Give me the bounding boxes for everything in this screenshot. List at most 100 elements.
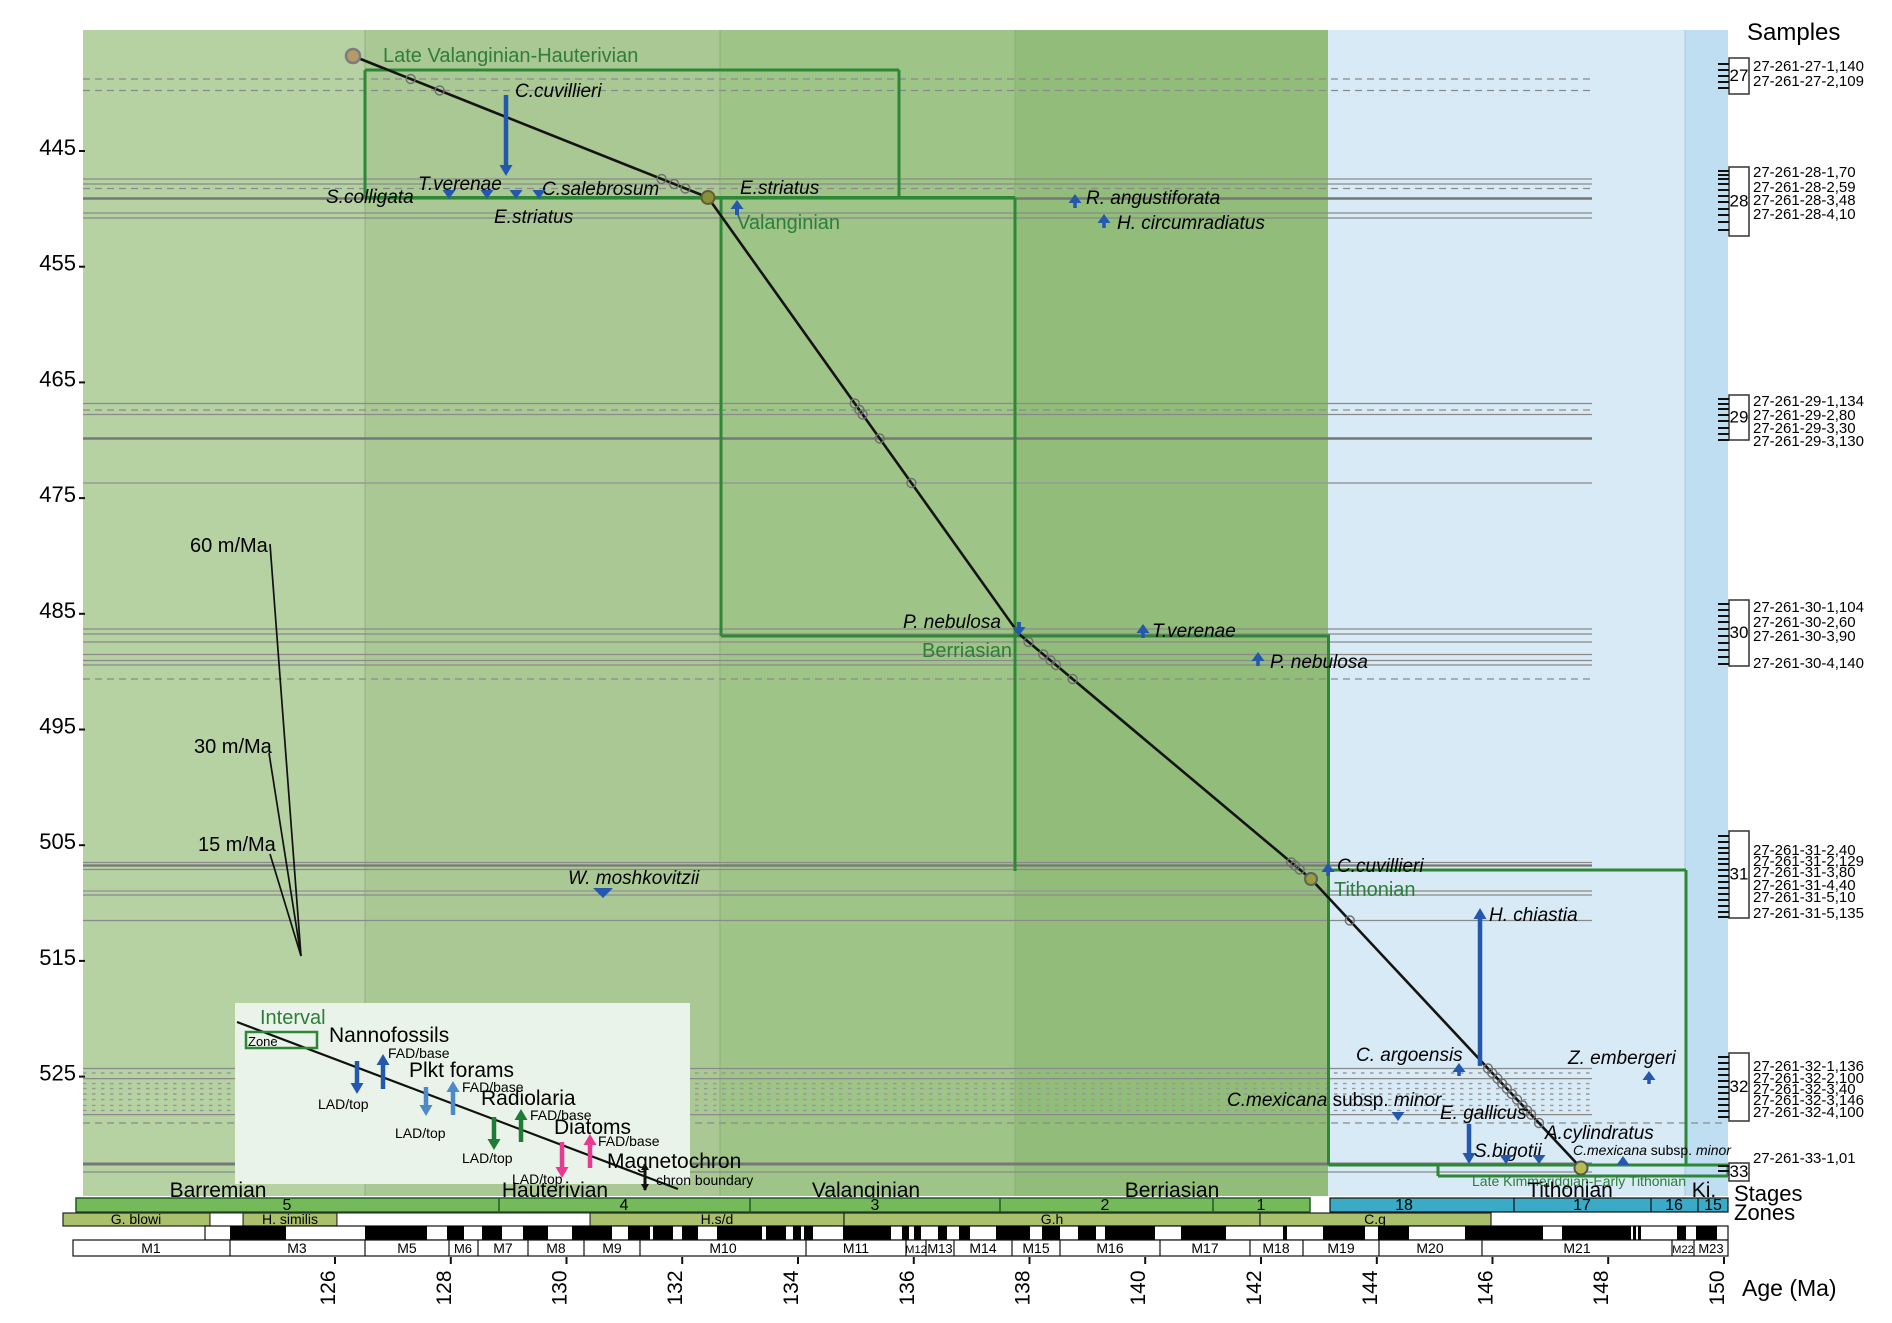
svg-text:27-261-27-1,140: 27-261-27-1,140: [1753, 58, 1864, 75]
svg-text:27-261-32-3,40: 27-261-32-3,40: [1753, 1081, 1856, 1098]
svg-text:chron boundary: chron boundary: [656, 1172, 753, 1188]
svg-text:M20: M20: [1416, 1240, 1443, 1256]
svg-text:M5: M5: [397, 1240, 417, 1256]
svg-text:Stages: Stages: [1734, 1181, 1803, 1206]
svg-text:27-261-32-3,146: 27-261-32-3,146: [1753, 1092, 1864, 1109]
svg-text:LAD/top: LAD/top: [395, 1125, 446, 1141]
svg-text:Radiolaria: Radiolaria: [481, 1087, 576, 1110]
svg-text:138: 138: [1012, 1270, 1035, 1305]
svg-text:R. angustiforata: R. angustiforata: [1086, 188, 1220, 209]
svg-text:27-261-31-5,135: 27-261-31-5,135: [1753, 905, 1864, 922]
svg-text:C.cuvillieri: C.cuvillieri: [1337, 856, 1424, 877]
svg-text:Diatoms: Diatoms: [554, 1116, 631, 1139]
svg-text:27-261-30-3,90: 27-261-30-3,90: [1753, 628, 1856, 645]
svg-text:C.g: C.g: [1364, 1211, 1386, 1227]
svg-text:H. chiastia: H. chiastia: [1489, 905, 1578, 926]
svg-text:27-261-32-2,100: 27-261-32-2,100: [1753, 1070, 1864, 1087]
svg-text:M16: M16: [1096, 1240, 1123, 1256]
svg-text:27-261-30-1,104: 27-261-30-1,104: [1753, 599, 1864, 616]
svg-text:T.verenae: T.verenae: [418, 174, 502, 195]
svg-text:Plkt forams: Plkt forams: [409, 1059, 514, 1082]
svg-text:C. argoensis: C. argoensis: [1356, 1045, 1463, 1066]
svg-text:495: 495: [39, 714, 76, 739]
svg-text:148: 148: [1590, 1270, 1613, 1305]
svg-text:Magnetochron: Magnetochron: [607, 1150, 741, 1173]
svg-text:1: 1: [1257, 1197, 1266, 1214]
svg-text:60 m/Ma: 60 m/Ma: [190, 535, 269, 557]
svg-text:Zones: Zones: [1734, 1200, 1795, 1225]
svg-text:27: 27: [1730, 66, 1749, 85]
svg-text:E.striatus: E.striatus: [494, 207, 574, 228]
svg-text:Valanginian: Valanginian: [812, 1179, 920, 1202]
svg-text:Late Valanginian-Hauterivian: Late Valanginian-Hauterivian: [383, 45, 638, 67]
svg-text:146: 146: [1475, 1270, 1498, 1305]
svg-text:M6: M6: [454, 1241, 472, 1256]
svg-text:M12: M12: [905, 1244, 926, 1256]
svg-text:M9: M9: [602, 1240, 622, 1256]
svg-text:130: 130: [549, 1270, 572, 1305]
svg-text:M1: M1: [141, 1240, 161, 1256]
svg-text:150: 150: [1706, 1270, 1729, 1305]
svg-text:M15: M15: [1022, 1240, 1049, 1256]
svg-text:27-261-29-3,30: 27-261-29-3,30: [1753, 420, 1856, 437]
svg-text:LAD/top: LAD/top: [512, 1171, 563, 1187]
svg-text:H. circumradiatus: H. circumradiatus: [1117, 213, 1265, 234]
svg-text:27-261-33-1,01: 27-261-33-1,01: [1753, 1150, 1856, 1167]
svg-text:140: 140: [1127, 1270, 1150, 1305]
svg-text:27-261-28-4,10: 27-261-28-4,10: [1753, 206, 1856, 223]
svg-text:27-261-28-2,59: 27-261-28-2,59: [1753, 179, 1856, 196]
svg-text:Z. embergeri: Z. embergeri: [1567, 1048, 1676, 1069]
svg-text:3: 3: [871, 1197, 880, 1214]
svg-text:27-261-29-3,130: 27-261-29-3,130: [1753, 433, 1864, 450]
svg-text:5: 5: [283, 1197, 292, 1214]
svg-text:M21: M21: [1563, 1240, 1590, 1256]
svg-text:27-261-31-4,40: 27-261-31-4,40: [1753, 877, 1856, 894]
svg-text:142: 142: [1243, 1270, 1266, 1305]
svg-text:Interval: Interval: [260, 1007, 326, 1029]
svg-text:M22: M22: [1672, 1244, 1693, 1256]
svg-text:M19: M19: [1327, 1240, 1354, 1256]
svg-text:P. nebulosa: P. nebulosa: [1270, 652, 1368, 673]
svg-text:475: 475: [39, 482, 76, 507]
svg-text:31: 31: [1730, 865, 1749, 884]
svg-text:M10: M10: [709, 1240, 736, 1256]
svg-text:27-261-30-4,140: 27-261-30-4,140: [1753, 655, 1864, 672]
svg-text:C.salebrosum: C.salebrosum: [542, 179, 659, 200]
svg-text:27-261-31-3,80: 27-261-31-3,80: [1753, 864, 1856, 881]
svg-text:Ki.: Ki.: [1692, 1179, 1717, 1202]
svg-text:128: 128: [433, 1270, 456, 1305]
svg-text:LAD/top: LAD/top: [462, 1150, 513, 1166]
svg-text:27-261-31-5,10: 27-261-31-5,10: [1753, 889, 1856, 906]
svg-text:M23: M23: [1698, 1241, 1723, 1256]
svg-text:18: 18: [1395, 1197, 1413, 1214]
svg-text:M7: M7: [493, 1240, 513, 1256]
svg-text:30 m/Ma: 30 m/Ma: [194, 736, 273, 758]
svg-text:136: 136: [896, 1270, 919, 1305]
svg-text:525: 525: [39, 1061, 76, 1086]
svg-text:15 m/Ma: 15 m/Ma: [198, 834, 277, 856]
svg-text:M14: M14: [969, 1240, 996, 1256]
svg-text:455: 455: [39, 251, 76, 276]
svg-text:17: 17: [1573, 1197, 1591, 1214]
svg-text:505: 505: [39, 829, 76, 854]
svg-text:FAD/base: FAD/base: [598, 1133, 660, 1149]
svg-text:Hauterivian: Hauterivian: [502, 1179, 608, 1202]
svg-text:C.mexicana subsp. minor: C.mexicana subsp. minor: [1227, 1090, 1442, 1111]
svg-text:16: 16: [1665, 1197, 1683, 1214]
svg-text:Zone: Zone: [248, 1034, 278, 1049]
svg-text:Tithonian: Tithonian: [1334, 879, 1416, 901]
svg-text:M13: M13: [927, 1241, 952, 1256]
svg-text:27-261-29-2,80: 27-261-29-2,80: [1753, 407, 1856, 424]
svg-text:27-261-29-1,134: 27-261-29-1,134: [1753, 393, 1864, 410]
svg-text:134: 134: [780, 1270, 803, 1305]
svg-text:27-261-31-2,129: 27-261-31-2,129: [1753, 853, 1864, 870]
svg-text:W. moshkovitzii: W. moshkovitzii: [568, 868, 700, 889]
svg-text:M3: M3: [287, 1240, 307, 1256]
svg-text:M8: M8: [546, 1240, 566, 1256]
svg-text:27-261-30-2,60: 27-261-30-2,60: [1753, 614, 1856, 631]
svg-text:S.bigotii: S.bigotii: [1474, 1141, 1542, 1162]
svg-text:465: 465: [39, 366, 76, 391]
svg-text:485: 485: [39, 598, 76, 623]
svg-text:30: 30: [1730, 623, 1749, 642]
svg-text:515: 515: [39, 945, 76, 970]
